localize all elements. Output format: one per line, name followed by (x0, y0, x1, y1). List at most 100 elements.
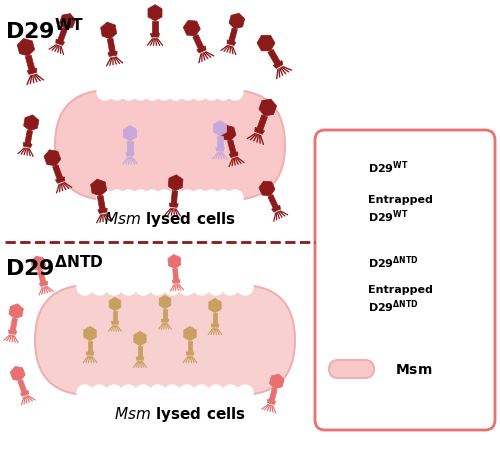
Polygon shape (338, 259, 342, 268)
Polygon shape (161, 319, 169, 322)
Circle shape (194, 385, 210, 401)
Polygon shape (31, 256, 46, 271)
Polygon shape (100, 22, 116, 39)
Text: $\mathbf{D29}^{\mathbf{WT}}$: $\mathbf{D29}^{\mathbf{WT}}$ (5, 18, 84, 43)
Polygon shape (88, 341, 92, 352)
Polygon shape (98, 195, 106, 210)
Circle shape (132, 190, 148, 206)
Polygon shape (229, 13, 244, 29)
Circle shape (179, 385, 195, 401)
Polygon shape (259, 181, 275, 196)
Polygon shape (150, 34, 160, 37)
Polygon shape (216, 148, 224, 151)
Circle shape (192, 84, 208, 100)
Polygon shape (335, 194, 345, 206)
Polygon shape (338, 206, 342, 215)
Polygon shape (20, 390, 28, 396)
Circle shape (194, 279, 210, 295)
Polygon shape (90, 179, 106, 196)
Polygon shape (229, 28, 237, 42)
Circle shape (120, 84, 136, 100)
Circle shape (109, 84, 125, 100)
Circle shape (222, 279, 238, 295)
Polygon shape (337, 215, 343, 217)
Circle shape (106, 385, 122, 401)
Circle shape (120, 279, 136, 295)
Polygon shape (163, 309, 167, 319)
Text: Entrapped
$\mathbf{D29}^{\mathbf{\Delta NTD}}$: Entrapped $\mathbf{D29}^{\mathbf{\Delta … (368, 286, 433, 315)
Polygon shape (269, 388, 277, 401)
Polygon shape (108, 39, 116, 53)
Circle shape (132, 84, 148, 100)
Polygon shape (56, 39, 64, 45)
Circle shape (156, 190, 172, 206)
Polygon shape (84, 326, 96, 341)
Text: $\mathit{Msm}$ lysed cells: $\mathit{Msm}$ lysed cells (104, 210, 236, 229)
Polygon shape (9, 304, 24, 319)
Polygon shape (228, 140, 236, 154)
Circle shape (227, 190, 243, 206)
Polygon shape (227, 40, 236, 45)
Polygon shape (134, 331, 146, 346)
Polygon shape (23, 143, 32, 148)
Circle shape (164, 279, 180, 295)
Circle shape (77, 279, 93, 295)
Circle shape (164, 385, 180, 401)
Polygon shape (214, 121, 226, 136)
Circle shape (237, 385, 253, 401)
Polygon shape (136, 357, 144, 360)
Polygon shape (334, 246, 345, 259)
Polygon shape (27, 68, 37, 74)
Polygon shape (44, 150, 61, 166)
Polygon shape (212, 313, 218, 324)
Circle shape (97, 84, 113, 100)
Polygon shape (25, 130, 32, 144)
Circle shape (77, 385, 93, 401)
Polygon shape (188, 341, 192, 352)
FancyBboxPatch shape (329, 360, 374, 378)
Circle shape (204, 190, 220, 206)
Polygon shape (39, 281, 48, 286)
Circle shape (215, 190, 231, 206)
Polygon shape (338, 164, 342, 173)
FancyBboxPatch shape (315, 130, 495, 430)
Polygon shape (272, 205, 280, 212)
Circle shape (222, 385, 238, 401)
Circle shape (179, 279, 195, 295)
Circle shape (192, 190, 208, 206)
Polygon shape (128, 141, 132, 153)
Polygon shape (270, 374, 284, 389)
Polygon shape (8, 330, 17, 335)
Polygon shape (98, 208, 107, 213)
Polygon shape (254, 128, 264, 134)
Text: $\mathbf{D29}^{\mathbf{WT}}$: $\mathbf{D29}^{\mathbf{WT}}$ (368, 160, 408, 176)
Polygon shape (257, 115, 268, 130)
Polygon shape (168, 254, 181, 269)
Circle shape (156, 84, 172, 100)
Circle shape (227, 84, 243, 100)
Polygon shape (268, 399, 276, 405)
Polygon shape (268, 49, 280, 64)
Polygon shape (10, 366, 25, 381)
Polygon shape (168, 175, 183, 191)
Polygon shape (124, 126, 136, 141)
Polygon shape (111, 321, 119, 324)
Polygon shape (152, 21, 158, 34)
Polygon shape (26, 55, 35, 70)
Polygon shape (259, 99, 276, 116)
Circle shape (106, 279, 122, 295)
Polygon shape (60, 14, 76, 29)
Circle shape (180, 84, 196, 100)
Polygon shape (56, 177, 64, 183)
Text: $\mathbf{D29}^{\mathbf{\Delta NTD}}$: $\mathbf{D29}^{\mathbf{\Delta NTD}}$ (368, 255, 418, 271)
Polygon shape (336, 268, 344, 271)
Text: $\mathbf{D29}^{\mathbf{\Delta NTD}}$: $\mathbf{D29}^{\mathbf{\Delta NTD}}$ (5, 255, 103, 280)
Polygon shape (257, 35, 275, 51)
Circle shape (180, 190, 196, 206)
Polygon shape (159, 295, 171, 309)
Polygon shape (211, 324, 219, 327)
Polygon shape (86, 352, 94, 355)
Polygon shape (338, 296, 342, 305)
Polygon shape (218, 136, 222, 148)
Polygon shape (193, 35, 203, 49)
